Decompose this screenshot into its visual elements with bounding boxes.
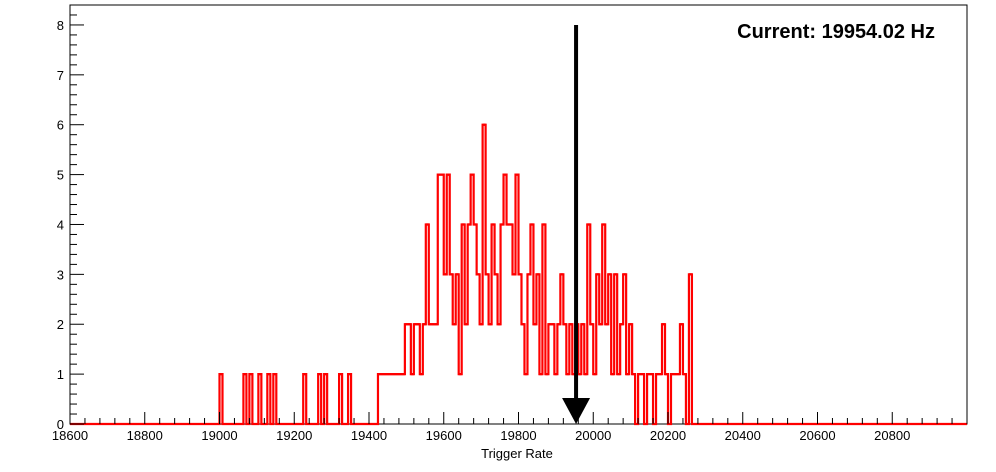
y-tick-label: 8 (57, 18, 64, 33)
x-tick-label: 19000 (201, 428, 237, 443)
annotation-current: Current: 19954.02 Hz (737, 21, 935, 43)
y-tick-label: 6 (57, 118, 64, 133)
x-tick-label: 20600 (799, 428, 835, 443)
x-axis-title: Trigger Rate (481, 446, 553, 461)
y-tick-label: 2 (57, 317, 64, 332)
current-value-marker (562, 24, 591, 424)
y-tick-label: 1 (57, 367, 64, 382)
x-tick-label: 19600 (426, 428, 462, 443)
y-axis-ticks: 0 1 2 3 4 5 6 7 8 (57, 4, 84, 432)
x-tick-label: 20200 (650, 428, 686, 443)
x-axis-ticks: 18600 18800 19000 19200 19400 19600 19800 20000… (52, 412, 968, 443)
x-tick-label: 19800 (500, 428, 536, 443)
y-tick-label: 0 (57, 417, 64, 432)
x-tick-label: 20800 (874, 428, 910, 443)
x-tick-label: 18600 (52, 428, 88, 443)
marker-arrowhead (562, 398, 591, 424)
x-tick-label: 20400 (725, 428, 761, 443)
y-tick-label: 5 (57, 168, 64, 183)
histogram-bins (70, 123, 967, 426)
x-tick-label: 20000 (575, 428, 611, 443)
x-tick-label: 18800 (127, 428, 163, 443)
x-tick-label: 19400 (351, 428, 387, 443)
y-tick-label: 3 (57, 267, 64, 282)
y-tick-label: 7 (57, 68, 64, 83)
y-tick-label: 4 (57, 217, 64, 232)
x-tick-label: 19200 (276, 428, 312, 443)
